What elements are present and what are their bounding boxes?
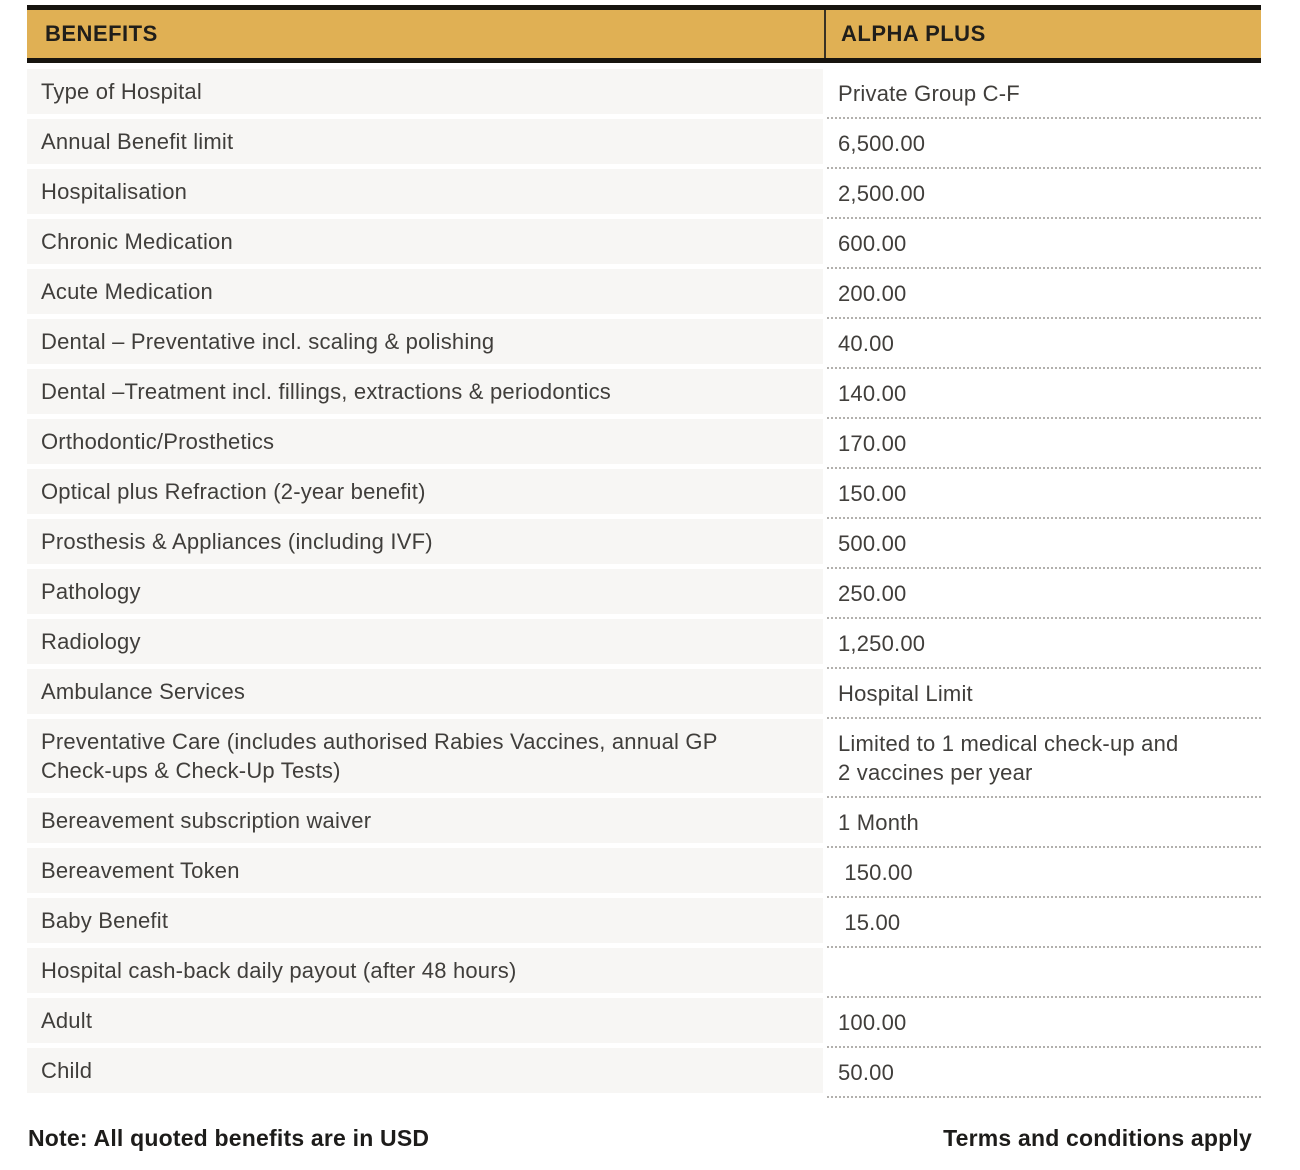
header-column-divider bbox=[823, 10, 827, 58]
value-cell: 1,250.00 bbox=[827, 619, 1261, 669]
terms-text: Terms and conditions apply bbox=[943, 1125, 1252, 1151]
benefit-cell: Orthodontic/Prosthetics bbox=[27, 419, 823, 469]
table-row: Bereavement subscription waiver 1 Month bbox=[27, 798, 1261, 848]
value-cell: 250.00 bbox=[827, 569, 1261, 619]
column-header-benefits: BENEFITS bbox=[45, 21, 158, 46]
table-row: Child 50.00 bbox=[27, 1048, 1261, 1098]
table-row: Dental – Preventative incl. scaling & po… bbox=[27, 319, 1261, 369]
column-gap bbox=[823, 319, 827, 369]
benefit-cell: Chronic Medication bbox=[27, 219, 823, 269]
benefit-cell: Hospitalisation bbox=[27, 169, 823, 219]
table-row: Hospital cash-back daily payout (after 4… bbox=[27, 948, 1261, 998]
column-header-alpha-plus: ALPHA PLUS bbox=[841, 21, 986, 46]
table-row: Bereavement Token 150.00 bbox=[27, 848, 1261, 898]
benefit-cell: Bereavement subscription waiver bbox=[27, 798, 823, 848]
benefit-cell: Dental – Preventative incl. scaling & po… bbox=[27, 319, 823, 369]
table-row: Hospitalisation 2,500.00 bbox=[27, 169, 1261, 219]
column-gap bbox=[823, 69, 827, 119]
column-gap bbox=[823, 569, 827, 619]
table-row: Pathology 250.00 bbox=[27, 569, 1261, 619]
table-header-row: BENEFITS ALPHA PLUS bbox=[27, 5, 1261, 63]
table-row: Type of Hospital Private Group C-F bbox=[27, 69, 1261, 119]
column-gap bbox=[823, 169, 827, 219]
column-gap bbox=[823, 948, 827, 998]
table-row: Preventative Care (includes authorised R… bbox=[27, 719, 1261, 798]
column-gap bbox=[823, 1048, 827, 1098]
benefit-cell: Dental –Treatment incl. fillings, extrac… bbox=[27, 369, 823, 419]
column-gap bbox=[823, 998, 827, 1048]
value-cell: 500.00 bbox=[827, 519, 1261, 569]
value-cell: 1 Month bbox=[827, 798, 1261, 848]
value-cell: 600.00 bbox=[827, 219, 1261, 269]
benefit-cell: Annual Benefit limit bbox=[27, 119, 823, 169]
benefit-cell: Prosthesis & Appliances (including IVF) bbox=[27, 519, 823, 569]
benefit-cell: Adult bbox=[27, 998, 823, 1048]
column-gap bbox=[823, 219, 827, 269]
column-gap bbox=[823, 798, 827, 848]
column-gap bbox=[823, 719, 827, 798]
column-gap bbox=[823, 669, 827, 719]
column-gap bbox=[823, 119, 827, 169]
column-gap bbox=[823, 848, 827, 898]
table-row: Ambulance Services Hospital Limit bbox=[27, 669, 1261, 719]
value-cell: 6,500.00 bbox=[827, 119, 1261, 169]
value-cell: 15.00 bbox=[827, 898, 1261, 948]
benefit-cell: Acute Medication bbox=[27, 269, 823, 319]
value-cell: 170.00 bbox=[827, 419, 1261, 469]
column-gap bbox=[823, 469, 827, 519]
table-row: Chronic Medication 600.00 bbox=[27, 219, 1261, 269]
table-row: Optical plus Refraction (2-year benefit)… bbox=[27, 469, 1261, 519]
benefit-cell: Hospital cash-back daily payout (after 4… bbox=[27, 948, 823, 998]
benefit-cell: Radiology bbox=[27, 619, 823, 669]
value-cell: 2,500.00 bbox=[827, 169, 1261, 219]
table-footer: Note: All quoted benefits are in USD Ter… bbox=[28, 1125, 1252, 1152]
value-cell: 140.00 bbox=[827, 369, 1261, 419]
benefit-cell: Ambulance Services bbox=[27, 669, 823, 719]
value-cell: Hospital Limit bbox=[827, 669, 1261, 719]
value-cell: Private Group C-F bbox=[827, 69, 1261, 119]
table-row: Prosthesis & Appliances (including IVF) … bbox=[27, 519, 1261, 569]
benefit-cell: Child bbox=[27, 1048, 823, 1098]
column-gap bbox=[823, 269, 827, 319]
column-gap bbox=[823, 519, 827, 569]
column-gap bbox=[823, 369, 827, 419]
column-gap bbox=[823, 619, 827, 669]
value-cell: 150.00 bbox=[827, 469, 1261, 519]
table-row: Dental –Treatment incl. fillings, extrac… bbox=[27, 369, 1261, 419]
value-cell: 50.00 bbox=[827, 1048, 1261, 1098]
benefit-cell: Bereavement Token bbox=[27, 848, 823, 898]
table-row: Acute Medication 200.00 bbox=[27, 269, 1261, 319]
note-text: Note: All quoted benefits are in USD bbox=[28, 1125, 430, 1151]
table-row: Annual Benefit limit 6,500.00 bbox=[27, 119, 1261, 169]
benefit-cell: Baby Benefit bbox=[27, 898, 823, 948]
column-gap bbox=[823, 419, 827, 469]
value-cell bbox=[827, 948, 1261, 998]
benefits-table: BENEFITS ALPHA PLUS Type of Hospital Pri… bbox=[27, 5, 1261, 1098]
column-gap bbox=[823, 898, 827, 948]
value-cell: 200.00 bbox=[827, 269, 1261, 319]
benefit-cell: Pathology bbox=[27, 569, 823, 619]
table-row: Radiology 1,250.00 bbox=[27, 619, 1261, 669]
value-cell: 150.00 bbox=[827, 848, 1261, 898]
benefit-cell: Type of Hospital bbox=[27, 69, 823, 119]
benefit-cell: Preventative Care (includes authorised R… bbox=[27, 719, 823, 798]
table-body: Type of Hospital Private Group C-F Annua… bbox=[27, 69, 1261, 1098]
benefit-cell: Optical plus Refraction (2-year benefit) bbox=[27, 469, 823, 519]
value-cell: Limited to 1 medical check-up and 2 vacc… bbox=[827, 719, 1261, 798]
value-cell: 40.00 bbox=[827, 319, 1261, 369]
table-row: Adult 100.00 bbox=[27, 998, 1261, 1048]
table-row: Baby Benefit 15.00 bbox=[27, 898, 1261, 948]
table-row: Orthodontic/Prosthetics 170.00 bbox=[27, 419, 1261, 469]
value-cell: 100.00 bbox=[827, 998, 1261, 1048]
